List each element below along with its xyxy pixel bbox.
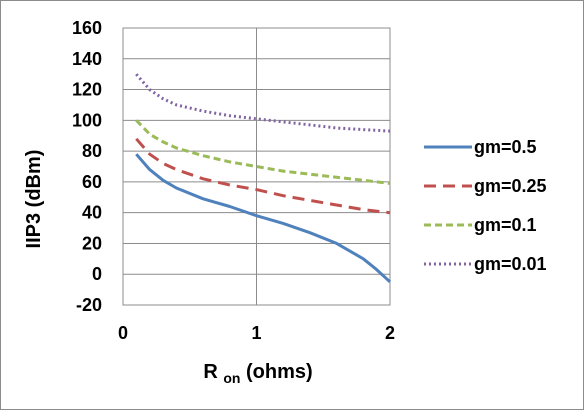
y-tick-label: -20 <box>76 295 102 315</box>
x-axis-title-subscript: on <box>223 370 240 386</box>
y-tick-label: 120 <box>72 80 102 100</box>
series-line-gm-0-1 <box>135 119 391 185</box>
legend-label: gm=0.01 <box>474 254 547 274</box>
y-tick-label: 60 <box>82 172 102 192</box>
x-axis-title: R on (ohms) <box>203 361 312 388</box>
y-tick-label: 80 <box>82 141 102 161</box>
legend: gm=0.5 gm=0.25 gm=0.1 gm=0.01 <box>424 137 547 274</box>
series-line-gm-0-5 <box>135 153 392 284</box>
y-tick-labels: -20 0 20 40 60 80 100 120 140 160 <box>72 18 102 315</box>
y-tick-label: 160 <box>72 18 102 38</box>
legend-label: gm=0.5 <box>474 137 537 157</box>
grid-layer <box>122 27 391 306</box>
series-line-gm-0-25 <box>135 137 391 215</box>
x-tick-labels: 0 1 2 <box>118 323 395 343</box>
y-tick-label: 0 <box>92 264 102 284</box>
x-axis-title-rest: (ohms) <box>246 361 313 383</box>
y-tick-label: 20 <box>82 233 102 253</box>
plot-area-border <box>122 27 391 306</box>
x-tick-label: 0 <box>118 323 128 343</box>
y-tick-label: 140 <box>72 49 102 69</box>
y-tick-label: 40 <box>82 203 102 223</box>
series-line-gm-0-01 <box>135 73 391 133</box>
legend-label: gm=0.1 <box>474 215 537 235</box>
x-tick-label: 1 <box>251 323 261 343</box>
y-axis-title: IIP3 (dBm) <box>23 150 45 249</box>
x-axis-title-main: R <box>203 361 218 383</box>
series-layer <box>135 73 392 284</box>
x-tick-label: 2 <box>385 323 395 343</box>
y-tick-label: 100 <box>72 110 102 130</box>
legend-label: gm=0.25 <box>474 176 547 196</box>
